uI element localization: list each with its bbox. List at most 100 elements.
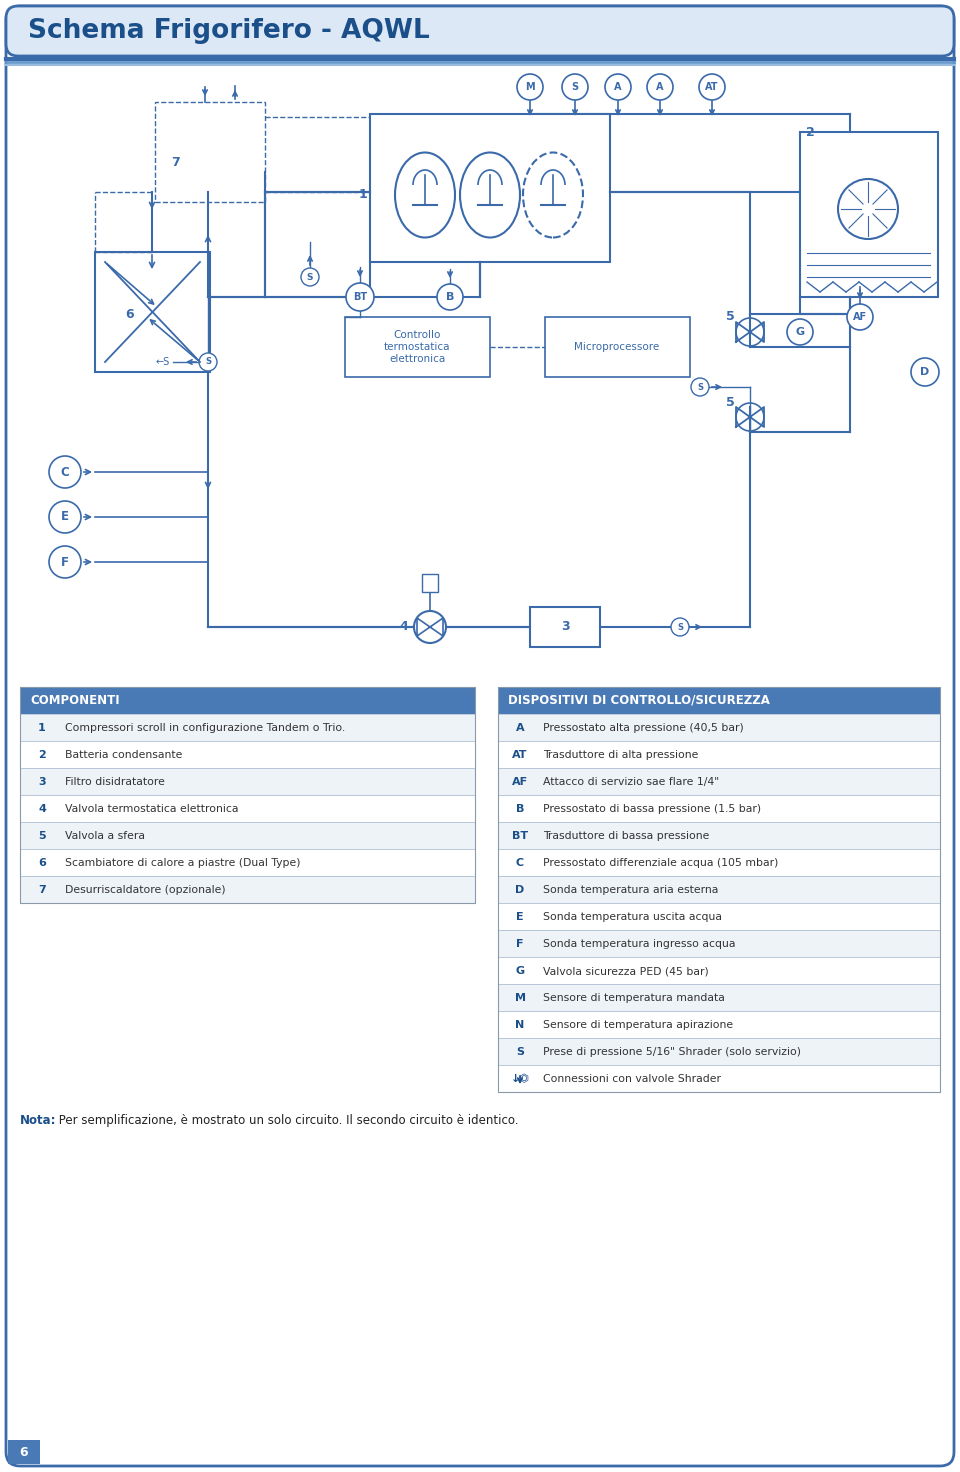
Bar (498, 930, 940, 957)
Text: ↓⏣: ↓⏣ (511, 1075, 530, 1083)
Text: 2: 2 (38, 751, 46, 760)
Circle shape (847, 305, 873, 330)
Text: Batteria condensante: Batteria condensante (65, 751, 182, 760)
Text: Scambiatore di calore a piastre (Dual Type): Scambiatore di calore a piastre (Dual Ty… (65, 858, 300, 868)
Bar (8, 1440, 40, 1465)
Text: DISPOSITIVI DI CONTROLLO/SICUREZZA: DISPOSITIVI DI CONTROLLO/SICUREZZA (508, 693, 770, 707)
Circle shape (199, 353, 217, 371)
Text: AT: AT (513, 751, 528, 760)
Text: AF: AF (512, 777, 528, 788)
Text: D: D (516, 885, 524, 895)
Bar (155, 102, 265, 202)
Circle shape (699, 74, 725, 100)
Text: Valvola sicurezza PED (45 bar): Valvola sicurezza PED (45 bar) (543, 966, 708, 976)
Text: A: A (657, 82, 663, 91)
Circle shape (49, 546, 81, 578)
Bar (20, 687, 475, 714)
Text: 1: 1 (359, 188, 368, 202)
Bar (498, 983, 940, 1011)
Bar (498, 1038, 940, 1066)
Ellipse shape (460, 153, 520, 237)
Text: G: G (796, 327, 804, 337)
Bar (498, 687, 940, 1092)
Bar (20, 768, 475, 795)
Bar (20, 740, 475, 768)
Bar (370, 113, 610, 262)
Text: 6: 6 (38, 858, 46, 868)
Text: Valvola a sfera: Valvola a sfera (65, 832, 145, 841)
Text: Schema Frigorifero - AQWL: Schema Frigorifero - AQWL (28, 18, 430, 44)
Text: S: S (697, 383, 703, 392)
Text: Pressostato di bassa pressione (1.5 bar): Pressostato di bassa pressione (1.5 bar) (543, 804, 761, 814)
Circle shape (647, 74, 673, 100)
Text: BT: BT (353, 291, 367, 302)
Text: Compressori scroll in configurazione Tandem o Trio.: Compressori scroll in configurazione Tan… (65, 723, 346, 733)
Circle shape (605, 74, 631, 100)
Text: S: S (205, 358, 211, 367)
Bar (545, 316, 690, 377)
Circle shape (301, 268, 319, 286)
Text: Valvola termostatica elettronica: Valvola termostatica elettronica (65, 804, 238, 814)
Text: 1: 1 (38, 723, 46, 733)
Text: Sonda temperatura ingresso acqua: Sonda temperatura ingresso acqua (543, 939, 735, 949)
Bar (345, 316, 490, 377)
Bar (20, 849, 475, 876)
Text: Desurriscaldatore (opzionale): Desurriscaldatore (opzionale) (65, 885, 226, 895)
Text: Pressostato differenziale acqua (105 mbar): Pressostato differenziale acqua (105 mba… (543, 858, 779, 868)
Text: Attacco di servizio sae flare 1/4": Attacco di servizio sae flare 1/4" (543, 777, 719, 788)
Text: 3: 3 (38, 777, 46, 788)
Text: C: C (516, 858, 524, 868)
Text: BT: BT (512, 832, 528, 841)
Text: 6: 6 (126, 309, 134, 321)
Bar (498, 1011, 940, 1038)
Text: 7: 7 (171, 156, 180, 168)
Text: Trasduttore di alta pressione: Trasduttore di alta pressione (543, 751, 698, 760)
Text: Sonda temperatura uscita acqua: Sonda temperatura uscita acqua (543, 913, 722, 921)
Text: B: B (445, 291, 454, 302)
Text: 4: 4 (399, 621, 408, 633)
Text: Sensore di temperatura mandata: Sensore di temperatura mandata (543, 994, 725, 1002)
Text: Prese di pressione 5/16" Shrader (solo servizio): Prese di pressione 5/16" Shrader (solo s… (543, 1047, 801, 1057)
Ellipse shape (523, 153, 583, 237)
Circle shape (517, 74, 543, 100)
Text: S: S (677, 623, 683, 631)
Text: 6: 6 (20, 1446, 28, 1459)
Text: 5: 5 (38, 832, 46, 841)
Circle shape (838, 180, 898, 238)
Text: termostatica: termostatica (384, 342, 450, 352)
Text: Sensore di temperatura apirazione: Sensore di temperatura apirazione (543, 1020, 733, 1030)
Text: COMPONENTI: COMPONENTI (30, 693, 120, 707)
Bar (20, 714, 475, 740)
Text: Connessioni con valvole Shrader: Connessioni con valvole Shrader (543, 1075, 721, 1083)
Text: E: E (61, 511, 69, 524)
Text: Trasduttore di bassa pressione: Trasduttore di bassa pressione (543, 832, 709, 841)
Circle shape (49, 500, 81, 533)
Bar (498, 876, 940, 902)
Bar (498, 714, 940, 740)
Text: S: S (307, 272, 313, 281)
Text: S: S (571, 82, 579, 91)
Text: S: S (516, 1047, 524, 1057)
Circle shape (49, 456, 81, 489)
Text: A: A (516, 723, 524, 733)
Bar (800, 132, 938, 297)
Text: ←S: ←S (156, 358, 170, 367)
Text: E: E (516, 913, 524, 921)
Text: Filtro disidratatore: Filtro disidratatore (65, 777, 165, 788)
Text: 5: 5 (726, 396, 734, 409)
Text: 3: 3 (561, 621, 569, 633)
Bar (422, 574, 438, 592)
Bar (498, 902, 940, 930)
Text: AT: AT (706, 82, 719, 91)
Circle shape (691, 378, 709, 396)
Text: N: N (516, 1020, 524, 1030)
Text: Per semplificazione, è mostrato un solo circuito. Il secondo circuito è identico: Per semplificazione, è mostrato un solo … (55, 1114, 518, 1128)
Text: 7: 7 (38, 885, 46, 895)
Bar (20, 687, 475, 902)
Text: C: C (60, 465, 69, 478)
Text: 5: 5 (726, 311, 734, 324)
Bar (498, 740, 940, 768)
Bar (498, 795, 940, 821)
Text: Pressostato alta pressione (40,5 bar): Pressostato alta pressione (40,5 bar) (543, 723, 744, 733)
Text: Controllo: Controllo (394, 330, 441, 340)
